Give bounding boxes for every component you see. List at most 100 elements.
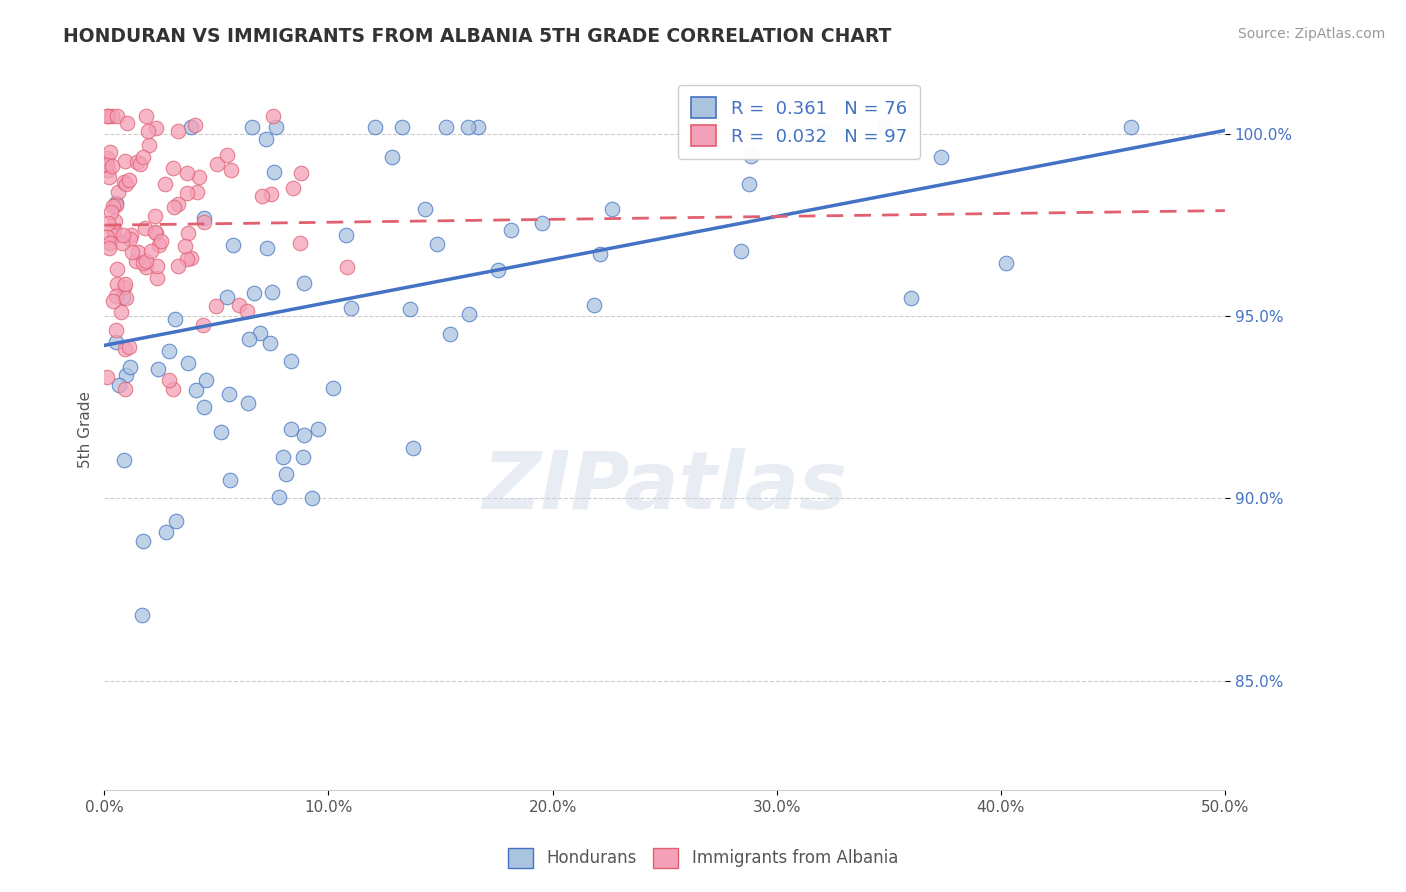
Point (900, 291, 922, 305)
Point (96, 230, 118, 244)
Point (193, 211, 215, 225)
Point (114, 342, 136, 356)
Point (249, 326, 271, 340)
Point (110, 305, 132, 319)
Point (219, 163, 242, 178)
Point (104, 322, 127, 336)
Point (288, 236, 311, 251)
Point (162, 161, 184, 175)
Point (194, 372, 217, 386)
Point (128, 244, 150, 259)
Point (193, 215, 215, 229)
Point (228, 298, 250, 312)
Point (118, 340, 141, 354)
Point (307, 422, 329, 436)
Point (132, 534, 155, 549)
Point (364, 120, 387, 134)
Point (254, 132, 277, 146)
Point (582, 298, 605, 312)
Point (103, 229, 125, 244)
Point (188, 170, 211, 185)
Point (101, 293, 124, 308)
Point (193, 400, 215, 414)
Point (114, 277, 136, 292)
Point (531, 216, 554, 230)
Point (813, 126, 835, 140)
Point (873, 120, 896, 134)
Point (205, 156, 228, 170)
Point (104, 195, 127, 210)
Point (97, 163, 120, 178)
Point (193, 318, 215, 332)
Point (96, 370, 118, 384)
Point (146, 361, 169, 376)
Point (96, 158, 118, 172)
Point (177, 226, 200, 240)
Point (340, 301, 363, 315)
Point (148, 237, 170, 252)
Point (138, 138, 160, 153)
Point (145, 225, 167, 239)
Point (426, 237, 449, 252)
Point (111, 290, 134, 304)
Point (129, 157, 152, 171)
Point (112, 175, 135, 189)
Point (730, 244, 752, 258)
Point (238, 332, 260, 346)
Point (167, 196, 190, 211)
Point (266, 120, 288, 134)
Point (280, 422, 302, 436)
Legend: Hondurans, Immigrants from Albania: Hondurans, Immigrants from Albania (502, 841, 904, 875)
Point (111, 227, 134, 242)
Point (107, 185, 129, 199)
Point (114, 453, 136, 467)
Point (215, 290, 238, 304)
Point (145, 120, 167, 135)
Point (215, 148, 238, 162)
Point (259, 336, 281, 351)
Point (301, 491, 323, 506)
Point (283, 180, 305, 194)
Point (335, 227, 357, 242)
Point (114, 153, 136, 168)
Point (145, 226, 167, 240)
Point (131, 150, 153, 164)
Point (290, 166, 312, 180)
Point (143, 209, 166, 223)
Point (994, 256, 1017, 270)
Point (176, 252, 198, 267)
Point (98, 235, 121, 250)
Point (97, 216, 120, 230)
Point (240, 120, 263, 134)
Point (256, 241, 278, 255)
Point (100, 159, 122, 173)
Point (176, 166, 198, 180)
Point (260, 187, 283, 202)
Point (125, 155, 148, 169)
Point (115, 177, 138, 191)
Point (173, 238, 195, 252)
Point (740, 149, 762, 163)
Point (467, 120, 489, 134)
Point (136, 124, 159, 138)
Point (391, 120, 413, 134)
Point (105, 109, 128, 123)
Point (104, 289, 127, 303)
Point (457, 120, 479, 134)
Point (243, 285, 266, 300)
Point (120, 360, 142, 375)
Point (114, 368, 136, 383)
Point (118, 231, 141, 245)
Point (139, 244, 162, 258)
Point (157, 373, 180, 387)
Point (131, 256, 153, 270)
Point (292, 276, 315, 290)
Point (218, 473, 240, 487)
Text: ZIPatlas: ZIPatlas (482, 448, 848, 526)
Point (146, 270, 169, 285)
Point (180, 120, 202, 134)
Point (501, 223, 523, 237)
Point (177, 356, 200, 370)
Point (157, 343, 180, 358)
Point (457, 307, 479, 321)
